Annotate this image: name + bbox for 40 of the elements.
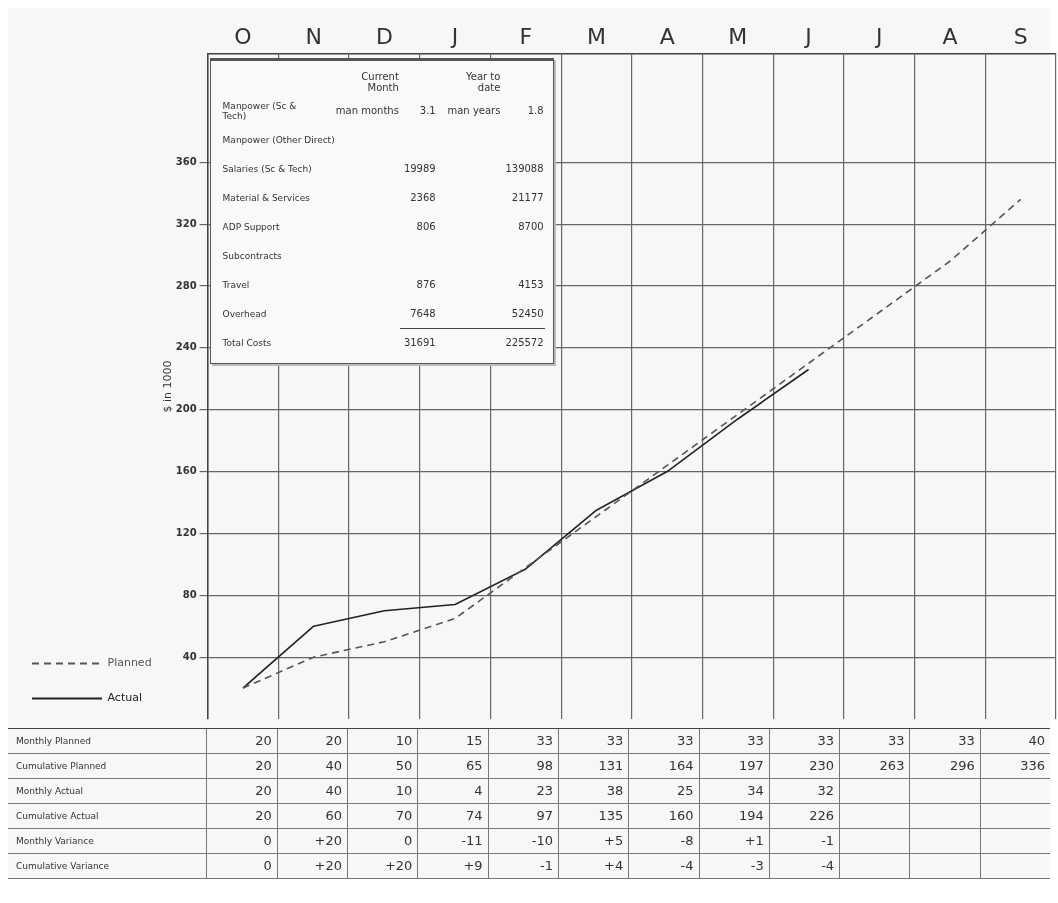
x-tick-label: S (1013, 23, 1028, 49)
text: Actual (107, 691, 142, 705)
text: Travel 876 4153 (222, 279, 544, 290)
text: Monthly Planned 20 20 10 15 33 33 33 33 33 33 33 40 (16, 733, 1046, 748)
x-tick-label: O (234, 23, 252, 49)
text: Total Costs 31691 225572 (222, 337, 544, 349)
x-tick-label: M (728, 23, 748, 49)
y-tick-label: 280 (175, 279, 197, 291)
x-tick-label: D (375, 23, 393, 49)
text: Cumulative Variance 0 +20 +20 +9 -1 +4 -4 -3 -4 (16, 858, 835, 873)
text: Manpower (Sc & Tech) man months 3.1 man years 1.8 (222, 100, 544, 121)
x-tick-label: J (803, 23, 812, 49)
y-tick-label: 120 (175, 527, 197, 539)
y-tick-label: 240 (175, 341, 197, 353)
y-tick-label: 360 (175, 155, 197, 167)
x-tick-label: J (874, 23, 883, 49)
x-tick-label: F (519, 23, 533, 49)
text: ADP Support 806 8700 (222, 221, 544, 232)
y-tick-label: 40 (182, 650, 197, 662)
text: Current Month Year to date (361, 70, 501, 93)
text: Monthly Variance 0 +20 0 -11 -10 +5 -8 +1 -1 (16, 833, 835, 848)
y-axis-title: $ in 1000 (161, 360, 175, 413)
y-tick-label: 160 (175, 465, 197, 477)
y-tick-label: 200 (175, 403, 197, 415)
x-tick-label: A (659, 23, 675, 49)
text: Cumulative Actual 20 60 70 74 97 135 160 194 226 (16, 808, 835, 823)
text: Planned (107, 656, 152, 670)
x-tick-label: N (305, 23, 322, 49)
annotation: Manpower (Other Direct) (221, 133, 336, 147)
y-tick-label: 80 (182, 588, 197, 600)
text: Monthly Actual 20 40 10 4 23 38 25 34 32 (16, 783, 835, 798)
annotation: Subcontracts (221, 249, 283, 263)
x-tick-label: M (586, 23, 606, 49)
text: Material & Services 2368 21177 (222, 192, 544, 203)
y-tick-label: 320 (175, 217, 197, 229)
x-tick-label: J (449, 23, 459, 49)
x-tick-label: A (942, 23, 958, 49)
text: Overhead 7648 52450 (222, 307, 544, 319)
text: Salaries (Sc & Tech) 19989 139088 (222, 163, 544, 174)
text: Cumulative Planned 20 40 50 65 98 131 164 197 230 263 296 336 (16, 758, 1046, 773)
